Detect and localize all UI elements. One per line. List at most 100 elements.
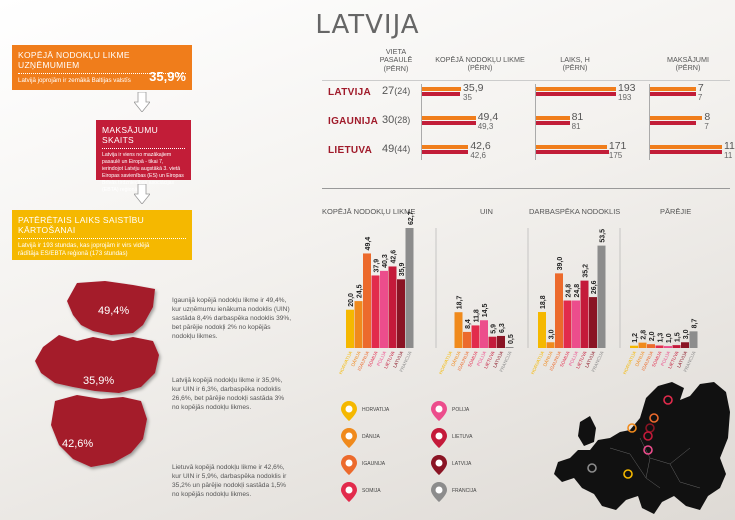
marker-france	[587, 463, 597, 473]
payments-bar-previous	[650, 92, 696, 96]
map-pin-icon	[431, 401, 447, 421]
chart-bar	[371, 275, 380, 348]
legend-label: LATVIJA	[452, 461, 472, 467]
bar-value-label: 62,7	[408, 211, 415, 225]
category-tick-label: POLIJA	[376, 349, 388, 366]
bar-value-label: 2,8	[641, 330, 648, 340]
header-rate: KOPĒJĀ NODOKĻU LIKME (PĒRN)	[435, 55, 525, 73]
payments-value-previous: 7	[704, 122, 709, 131]
column-divider	[421, 84, 422, 160]
hours-bar-previous	[536, 150, 609, 154]
payments-bar-current	[650, 145, 722, 149]
payments-bar-current	[650, 87, 696, 91]
info-box-value: 35,9%	[149, 69, 186, 84]
info-box-heading: KOPĒJĀ NODOKĻU LIKME UZŅĒMUMIEM	[18, 50, 186, 74]
chart-bar	[546, 342, 555, 348]
bar-value-label: 24,8	[566, 284, 573, 298]
chart-bar	[689, 331, 698, 348]
group-title: DARBASPĒKA NODOKLIS	[529, 207, 620, 216]
world-rank-previous: (44)	[394, 144, 411, 154]
page-title: LATVIJA	[315, 10, 420, 40]
hours-value-previous: 175	[608, 151, 623, 160]
table-divider	[322, 80, 730, 81]
legend-label: HORVATIJA	[362, 407, 390, 413]
arrow-down-icon	[134, 184, 150, 204]
hours-value: 81	[571, 111, 584, 123]
bar-value-label: 35,2	[583, 264, 590, 278]
chart-bar	[346, 309, 354, 348]
hours-bar-current	[536, 145, 607, 149]
bar-value-label: 26,6	[591, 280, 598, 294]
bar-value-label: 14,5	[482, 304, 489, 318]
bar-value-label: 42,6	[391, 250, 398, 264]
chart-bar	[397, 279, 405, 348]
marker-poland	[643, 445, 653, 455]
legend-label: IGAUNIJA	[362, 461, 386, 467]
chart-bar	[664, 346, 672, 348]
chart-bar	[488, 336, 497, 348]
chart-bar	[380, 270, 388, 348]
uk-shape	[578, 416, 596, 446]
bar-value-label: 40,3	[382, 254, 389, 268]
hours-value: 193	[618, 82, 636, 94]
bar-value-label: 8,7	[692, 319, 699, 329]
world-rank: 27(24)	[382, 85, 411, 97]
chart-bar	[597, 245, 606, 348]
europe-map	[554, 382, 730, 514]
column-divider	[535, 84, 536, 160]
rate-bar-previous	[422, 121, 476, 125]
world-rank-previous: (24)	[394, 86, 411, 96]
chart-bar	[681, 342, 689, 348]
category-tick-label: POLIJA	[660, 349, 672, 366]
rate-bar-current	[422, 116, 476, 120]
paragraph-latvia: Latvijā kopējā nodokļu likme ir 35,9%, k…	[172, 377, 285, 411]
chart-bar	[480, 320, 488, 348]
payments-value: 11	[724, 140, 735, 152]
map-pin-icon	[341, 482, 357, 502]
header-rank: VIETA PASAULĒ (PĒRN)	[379, 47, 413, 73]
chart-bar	[471, 325, 480, 348]
chart-bar	[463, 331, 471, 348]
world-rank: 30(28)	[382, 114, 411, 126]
legend-label: SOMIJA	[362, 488, 381, 494]
legend-label: LIETUVA	[452, 434, 473, 440]
chart-bar	[647, 344, 655, 348]
bar-value-label: 18,8	[540, 295, 547, 309]
bar-value-label: 0,5	[508, 334, 515, 344]
bar-value-label: 8,4	[465, 319, 472, 329]
rate-bar-current	[422, 145, 469, 149]
marker-croatia	[623, 469, 633, 479]
map-label-estonia: 49,4%	[98, 305, 130, 317]
chart-bar	[572, 300, 580, 348]
header-hours: LAIKS, H (PĒRN)	[560, 55, 590, 73]
hours-bar-previous	[536, 92, 616, 96]
paragraph-estonia: Igaunijā kopējā nodokļu likme ir 49,4%, …	[172, 297, 292, 340]
europe-landmass	[554, 382, 730, 514]
map-label-latvia: 35,9%	[83, 375, 115, 387]
latvia-shape	[35, 335, 159, 393]
info-box-heading: MAKSĀJUMU SKAITS	[102, 125, 185, 149]
column-divider	[649, 84, 650, 160]
rate-bar-previous	[422, 150, 469, 154]
chart-bar	[555, 273, 563, 348]
rate-bar-current	[422, 87, 462, 91]
hours-bar-current	[536, 87, 616, 91]
hours-bar-previous	[536, 121, 570, 125]
map-pin-icon	[431, 455, 447, 475]
map-pin-icon	[341, 455, 357, 475]
rate-bar-previous	[422, 92, 461, 96]
hours-value-previous: 81	[571, 122, 581, 131]
chart-bar	[363, 253, 371, 348]
header-payments: MAKSĀJUMI (PĒRN)	[667, 55, 709, 73]
bar-value-label: 49,4	[365, 237, 372, 251]
chart-bar	[505, 347, 514, 348]
chart-bar	[589, 297, 597, 348]
bar-value-label: 18,7	[457, 295, 464, 309]
bar-value-label: 5,9	[491, 324, 498, 334]
chart-bar	[405, 228, 414, 348]
rate-value-previous: 49,3	[477, 122, 494, 131]
lithuania-shape	[51, 395, 147, 467]
bar-value-label: 39,0	[557, 257, 564, 271]
bar-value-label: 3,0	[549, 329, 556, 339]
legend-label: FRANCIJA	[452, 488, 477, 494]
